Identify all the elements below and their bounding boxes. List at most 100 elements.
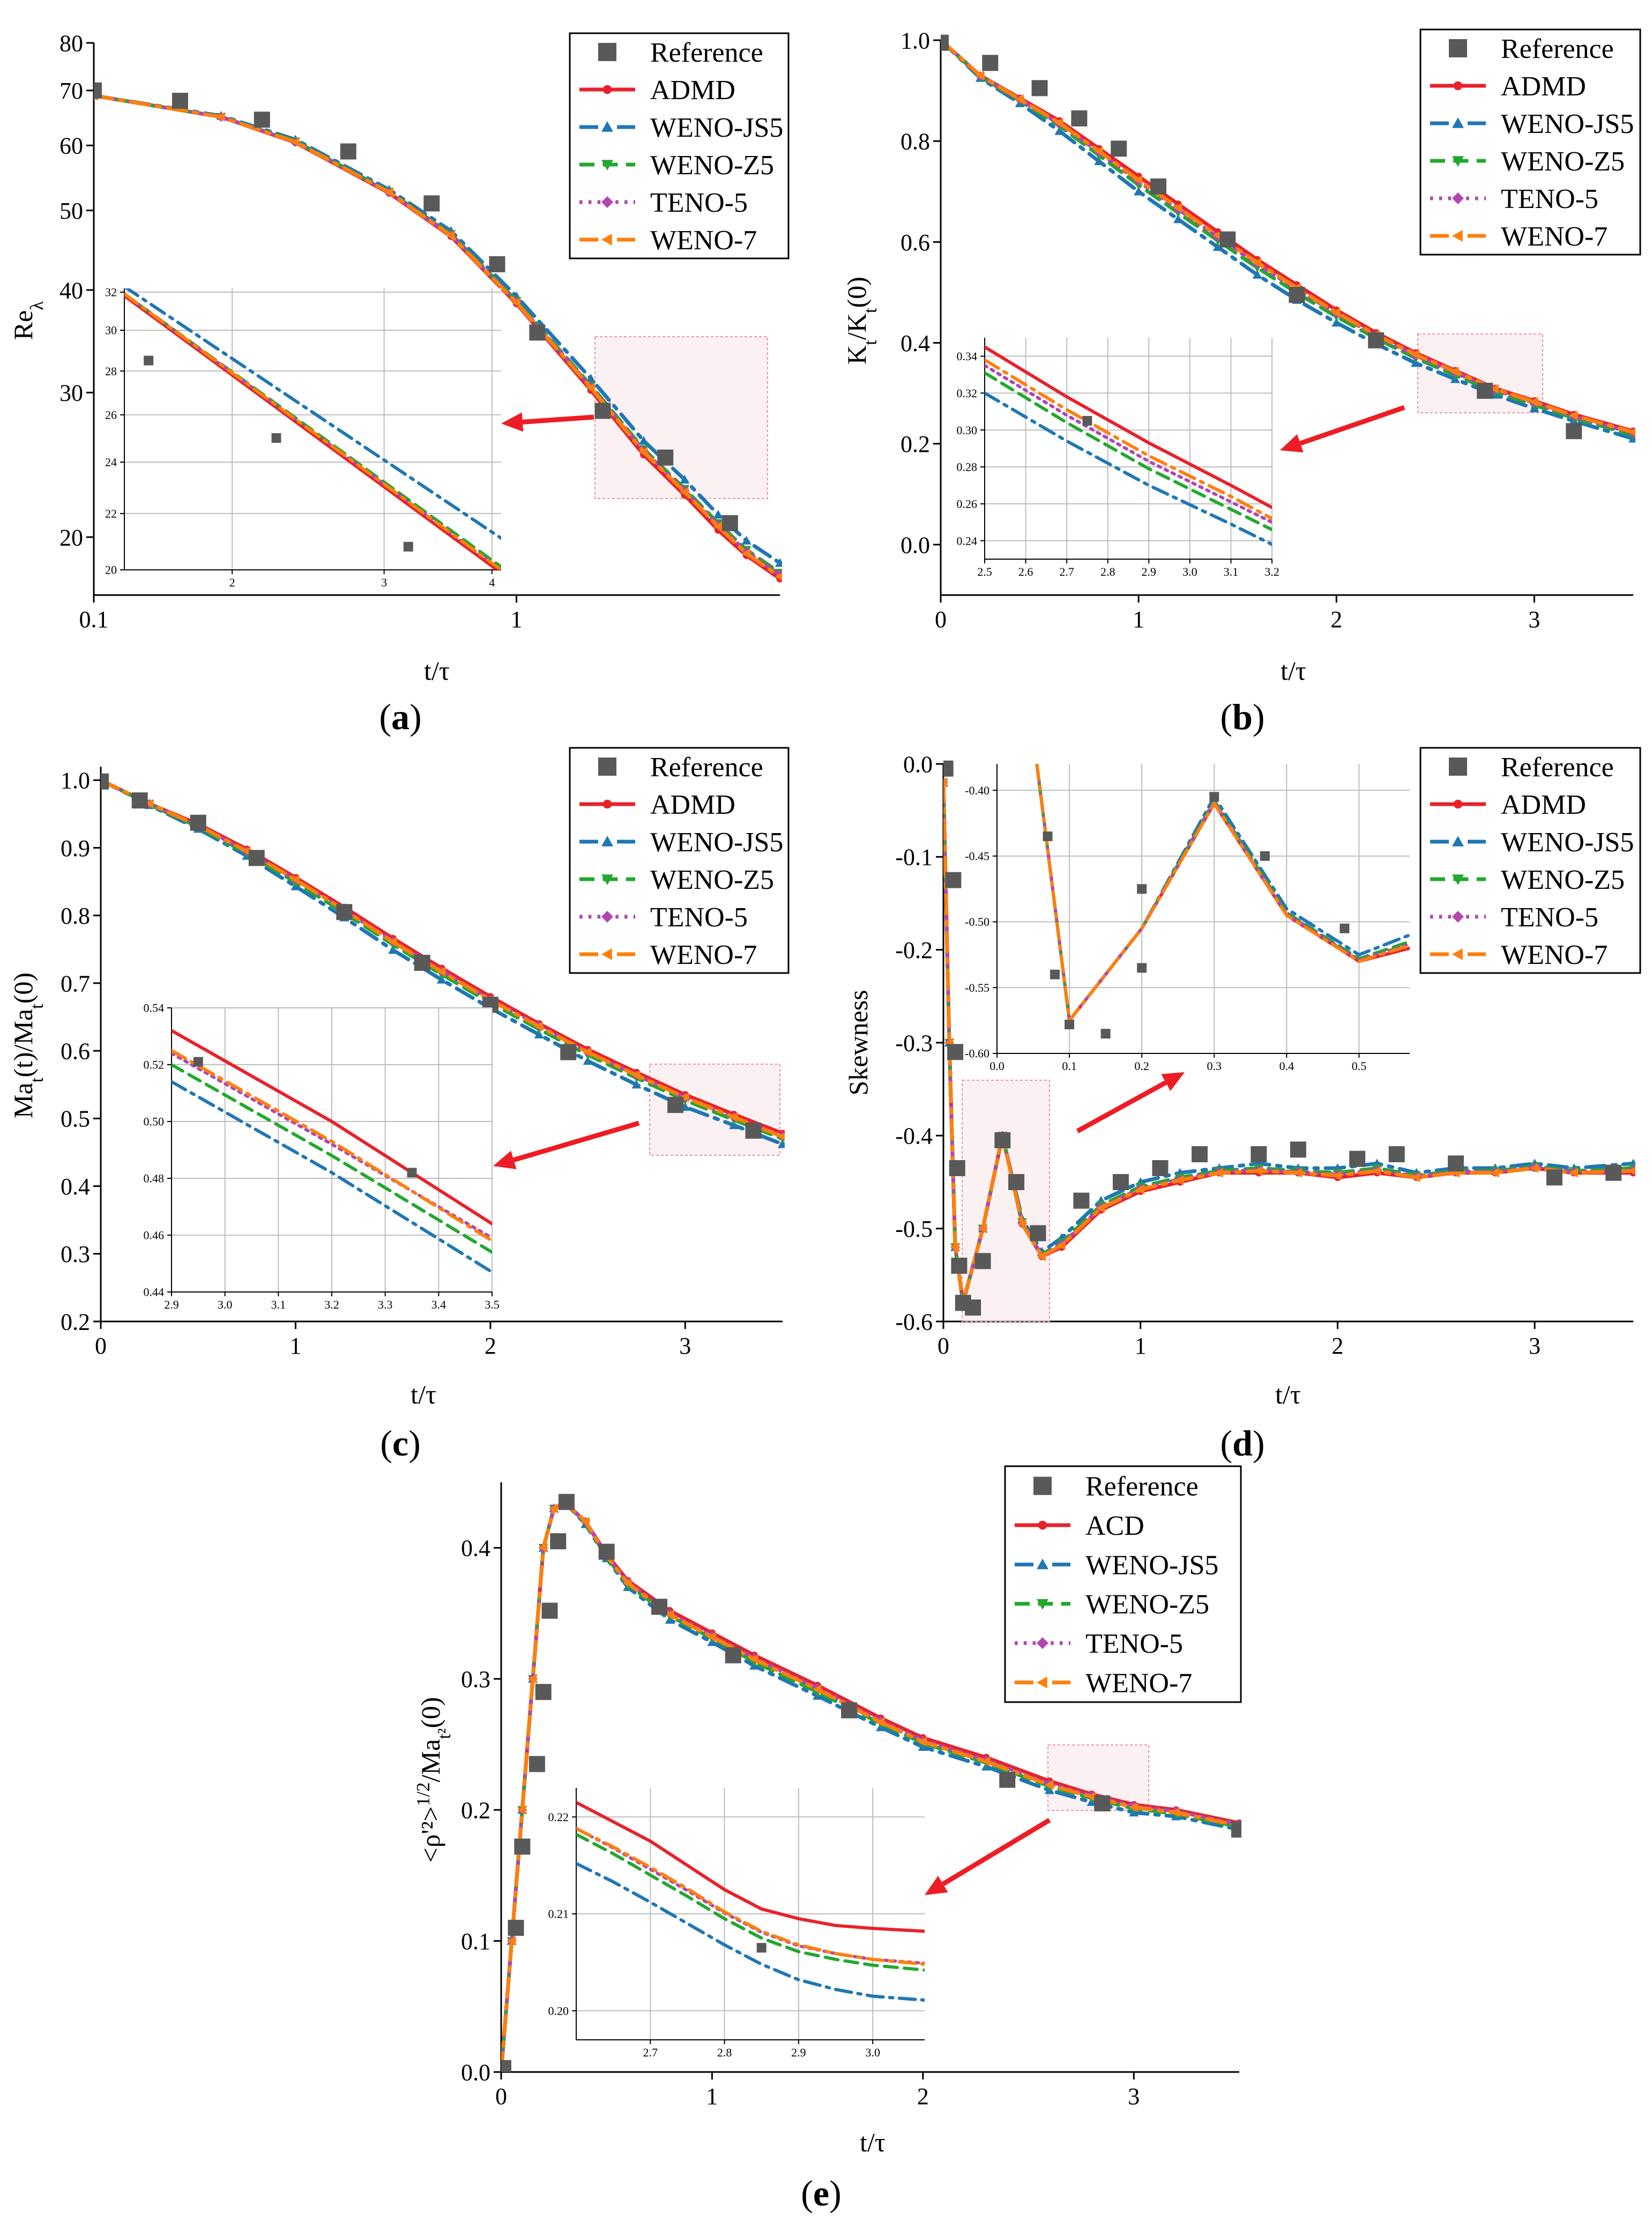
d-inset-reference-point xyxy=(1340,923,1350,933)
b-series-point xyxy=(1252,257,1261,268)
b-x-tick-label: 3 xyxy=(1528,606,1540,633)
e-y-tick-label: 0.2 xyxy=(461,1798,490,1824)
a-inset-reference-point xyxy=(271,433,281,443)
d-legend-item-teno-5: TENO-5 xyxy=(1430,902,1598,933)
e-series-point xyxy=(549,1503,558,1513)
e-legend-marker xyxy=(1037,1558,1048,1570)
c-series-point xyxy=(534,1029,544,1039)
e-series-point xyxy=(749,1654,758,1664)
a-series-point xyxy=(586,383,595,393)
e-series-point xyxy=(707,1632,716,1642)
c-inset-axes: 2.9 3.0 3.1 3.2 3.3 3.4 3.5 0.44 0.46 0.48 0.50 0.5… xyxy=(144,1001,500,1311)
d-reference-point xyxy=(1388,1146,1405,1162)
e-legend-item-weno-js5: WENO-JS5 xyxy=(1015,1550,1218,1580)
c-reference-point xyxy=(414,955,430,971)
b-legend-item-reference: Reference xyxy=(1449,34,1614,64)
c-inset-y-tick-label: 0.54 xyxy=(144,1001,165,1015)
b-legend-label: Reference xyxy=(1501,34,1614,64)
b-series-point xyxy=(1134,175,1143,185)
c-legend-marker xyxy=(601,911,613,923)
e-axes: 0 1 2 3 0.0 0.1 0.2 0.3 0.4 xyxy=(461,1482,1239,2110)
d-inset-y-tick-label: -0.50 xyxy=(965,915,989,929)
a-legend-marker xyxy=(601,160,613,170)
c-series-point xyxy=(583,1047,592,1057)
e-series-point xyxy=(1087,1792,1096,1802)
c-y-tick-label: 1.0 xyxy=(61,768,90,794)
c-inset-y-tick-label: 0.50 xyxy=(144,1115,165,1128)
b-legend-marker xyxy=(1449,39,1467,57)
d-legend-marker xyxy=(1453,799,1463,809)
a-series-group xyxy=(94,82,782,583)
c-inset-x-tick-label: 3.3 xyxy=(378,1298,393,1311)
c-reference-point xyxy=(667,1097,684,1113)
a-series-point xyxy=(511,298,520,308)
b-inset-x-tick-label: 3.0 xyxy=(1182,565,1197,578)
d-inset-y-tick-label: -0.40 xyxy=(965,784,989,797)
d-series-point xyxy=(943,777,948,788)
d-inset-series-group xyxy=(1035,764,1410,1039)
c-series-point xyxy=(388,945,398,954)
panel-label-a: (a) xyxy=(379,696,422,737)
c-inset-x-tick-label: 3.4 xyxy=(431,1298,447,1311)
d-y-tick-label: -0.4 xyxy=(895,1123,933,1149)
b-series-point xyxy=(1094,146,1103,156)
d-reference-point xyxy=(1448,1155,1464,1172)
b-legend-item-teno-5: TENO-5 xyxy=(1430,184,1598,214)
d-legend: Reference ADMD WENO-JS5 WENO-Z5 TENO-5 WENO-7 xyxy=(1419,747,1641,974)
b-x-tick-label: 2 xyxy=(1330,606,1342,633)
d-legend-marker xyxy=(1452,948,1463,960)
d-reference-point xyxy=(994,1132,1011,1148)
e-legend-label: TENO-5 xyxy=(1085,1629,1183,1659)
e-series-point xyxy=(623,1578,632,1588)
c-legend-item-admd: ADMD xyxy=(579,790,735,820)
c-y-tick-label: 0.6 xyxy=(61,1038,90,1065)
d-reference-point xyxy=(1605,1164,1622,1181)
c-series-point xyxy=(291,874,300,885)
a-x-axis-label: t/τ xyxy=(424,656,450,686)
d-series-point xyxy=(1056,1240,1066,1250)
b-legend-marker xyxy=(1452,156,1464,167)
panel-a: 0.1 1 20 30 40 50 60 70 80 t/τ Reλ 2 3 4 20 22 24 26 28 30 3… xyxy=(8,30,790,686)
e-y-tick-label: 0.0 xyxy=(461,2059,490,2085)
a-legend-label: ADMD xyxy=(650,75,735,106)
e-reference-point xyxy=(725,1647,741,1663)
b-legend-label: TENO-5 xyxy=(1501,184,1598,214)
e-series-point xyxy=(538,1543,547,1553)
b-inset-series-weno-js5 xyxy=(985,391,1272,546)
b-inset-x-tick-label: 2.8 xyxy=(1100,565,1115,578)
a-series-point xyxy=(775,573,782,581)
d-series-point xyxy=(1254,1166,1263,1176)
a-inset-y-tick-label: 32 xyxy=(105,286,117,299)
a-legend-label: TENO-5 xyxy=(650,188,748,218)
b-series-weno-z5 xyxy=(941,38,1635,437)
e-legend-item-acd: ACD xyxy=(1015,1511,1144,1541)
d-legend-label: ADMD xyxy=(1501,790,1586,820)
b-series-point xyxy=(1331,308,1341,318)
d-legend-label: TENO-5 xyxy=(1501,902,1598,933)
c-legend-label: WENO-7 xyxy=(650,940,757,970)
c-y-tick-label: 0.9 xyxy=(61,835,90,862)
b-legend-item-weno-z5: WENO-Z5 xyxy=(1430,146,1625,177)
b-reference-point xyxy=(1219,231,1236,248)
d-inset-reference-point xyxy=(1260,851,1270,861)
a-inset-series-group xyxy=(124,288,501,570)
e-legend: Reference ACD WENO-JS5 WENO-Z5 TENO-5 WENO-7 xyxy=(1004,1465,1242,1703)
d-x-axis-label: t/τ xyxy=(1275,1379,1301,1409)
b-inset-x-tick-label: 2.6 xyxy=(1018,565,1033,578)
e-series-group xyxy=(501,1494,1241,2072)
e-x-tick-label: 3 xyxy=(1128,2083,1140,2110)
e-reference-point xyxy=(999,1771,1016,1788)
c-x-tick-label: 0 xyxy=(95,1333,107,1359)
b-series-point xyxy=(1569,411,1578,421)
a-legend-label: WENO-7 xyxy=(650,225,757,256)
d-inset-y-tick-label: -0.55 xyxy=(965,981,989,994)
d-reference-point xyxy=(974,1253,991,1269)
b-legend: Reference ADMD WENO-JS5 WENO-Z5 TENO-5 WENO-7 xyxy=(1419,28,1641,256)
b-legend-marker xyxy=(1452,230,1463,242)
e-x-tick-label: 0 xyxy=(495,2083,507,2110)
b-legend-marker xyxy=(1452,117,1464,128)
c-legend-item-reference: Reference xyxy=(598,752,763,783)
d-series-point xyxy=(1569,1168,1578,1178)
a-legend-marker xyxy=(601,234,612,246)
e-legend-label: WENO-7 xyxy=(1085,1668,1192,1698)
